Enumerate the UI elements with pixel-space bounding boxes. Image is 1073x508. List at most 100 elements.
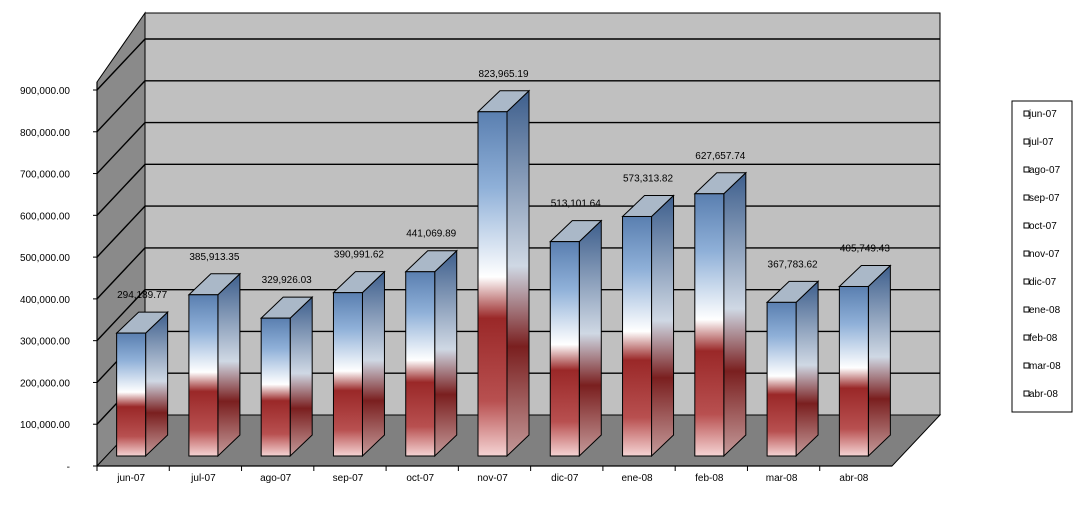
legend-item: feb-08 [1023, 333, 1058, 344]
legend-swatch [1023, 110, 1030, 117]
legend-box [1011, 100, 1073, 413]
bar-side [651, 194, 675, 458]
legend-label: abr-08 [1029, 389, 1058, 400]
bar-side [506, 89, 530, 458]
bar [187, 272, 242, 458]
bar [549, 219, 603, 458]
x-tick-label: sep-07 [333, 473, 364, 484]
bar-side [145, 310, 169, 458]
y-tick-label: 600,000.00 [20, 211, 70, 222]
legend-label: oct-07 [1029, 221, 1057, 232]
bar-side [723, 171, 747, 458]
legend-label: jun-07 [1028, 109, 1057, 120]
legend-item: ene-08 [1023, 305, 1061, 316]
bar-front [477, 111, 508, 457]
bar-side [289, 295, 313, 458]
bar-front [694, 193, 725, 457]
legend-label: ago-07 [1029, 165, 1061, 176]
y-tick-label: 500,000.00 [20, 253, 70, 264]
x-tick-label: mar-08 [766, 473, 798, 484]
bar [476, 89, 531, 458]
x-tick-label: nov-07 [477, 473, 508, 484]
bar-front [549, 241, 580, 457]
legend-swatch [1023, 362, 1030, 369]
legend-swatch [1023, 250, 1030, 257]
bar-side [867, 264, 891, 458]
gridline-side [96, 80, 146, 133]
bar [838, 264, 892, 458]
gridline-side [96, 163, 146, 216]
y-tick-label: 900,000.00 [20, 86, 70, 97]
data-label: 513,101.64 [551, 199, 601, 210]
x-tick-label: ene-08 [621, 473, 653, 484]
legend-swatch [1023, 194, 1030, 201]
y-tick-label: 300,000.00 [20, 337, 70, 348]
bar-side [434, 249, 458, 458]
legend-swatch [1023, 166, 1030, 173]
legend-swatch [1023, 278, 1030, 285]
bar-front [405, 271, 436, 457]
data-label: 823,965.19 [478, 69, 528, 80]
data-label: 329,926.03 [262, 275, 312, 286]
x-tick-label: abr-08 [839, 473, 868, 484]
bar-side [578, 219, 602, 458]
legend-item: mar-08 [1023, 361, 1061, 372]
legend-label: jul-07 [1028, 137, 1054, 148]
bar [404, 249, 458, 458]
legend-item: abr-08 [1023, 389, 1058, 400]
bar-front [260, 317, 291, 457]
bar-side [217, 272, 241, 458]
bar [693, 171, 748, 458]
gridline-side [96, 247, 146, 300]
legend-item: dic-07 [1023, 277, 1057, 288]
legend-item: ago-07 [1023, 165, 1061, 176]
legend-item: jun-07 [1023, 109, 1057, 120]
legend-label: sep-07 [1029, 193, 1060, 204]
legend-swatch [1023, 306, 1030, 313]
x-tick-label: jun-07 [116, 473, 145, 484]
legend-swatch [1023, 334, 1030, 341]
legend-label: ene-08 [1029, 305, 1061, 316]
x-tick-label: feb-08 [695, 473, 724, 484]
bar-front [332, 292, 363, 457]
bar-front [766, 301, 797, 457]
data-label: 573,313.82 [623, 173, 673, 184]
bar-front [116, 332, 147, 457]
data-label: 367,783.62 [768, 259, 818, 270]
legend-item: nov-07 [1023, 249, 1060, 260]
x-tick-label: jul-07 [190, 473, 216, 484]
bar-front [188, 294, 219, 457]
gridline-side [96, 122, 146, 175]
legend-item: sep-07 [1023, 193, 1060, 204]
data-label: 385,913.35 [189, 252, 239, 263]
data-label: 390,991.62 [334, 250, 384, 261]
legend-label: mar-08 [1029, 361, 1061, 372]
bar-front [622, 215, 653, 457]
legend-swatch [1023, 138, 1030, 145]
legend-item: jul-07 [1023, 137, 1054, 148]
legend-label: feb-08 [1029, 333, 1058, 344]
gridline-side [96, 38, 146, 91]
bar-side [795, 280, 819, 458]
bar [621, 194, 675, 458]
x-tick-label: dic-07 [551, 473, 579, 484]
legend-label: dic-07 [1029, 277, 1057, 288]
y-tick-label: 100,000.00 [20, 420, 70, 431]
data-label: 405,749.43 [840, 243, 890, 254]
bar [765, 280, 820, 458]
bar-side [361, 270, 385, 458]
bar [332, 270, 386, 458]
y-tick-label: - [67, 462, 70, 473]
data-label: 441,069.89 [406, 229, 456, 240]
legend-item: oct-07 [1023, 221, 1057, 232]
data-label: 294,189.77 [117, 290, 167, 301]
legend-swatch [1023, 390, 1030, 397]
x-tick-label: oct-07 [406, 473, 434, 484]
bar [115, 310, 169, 458]
data-label: 627,657.74 [695, 151, 745, 162]
y-tick-label: 200,000.00 [20, 378, 70, 389]
legend-label: nov-07 [1029, 249, 1060, 260]
y-tick-label: 400,000.00 [20, 295, 70, 306]
x-tick-label: ago-07 [260, 473, 292, 484]
